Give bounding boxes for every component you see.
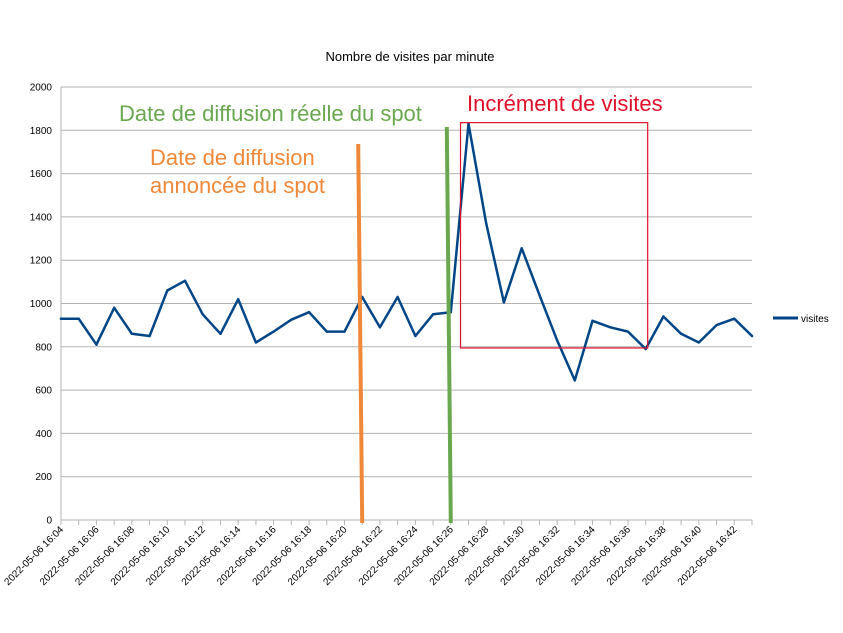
data-point-3 [112,306,116,310]
data-point-24 [485,222,488,225]
actual-broadcast-line [444,126,453,524]
y-tick-label-7: 1400 [30,212,53,223]
x-tick-label-7: 2022-05-06 16:18 [251,524,315,588]
x-tick-label-19: 2022-05-06 16:42 [676,524,740,588]
x-tick-label-12: 2022-05-06 16:28 [428,524,492,588]
data-point-25 [502,301,506,304]
data-point-21 [431,313,435,316]
data-point-15 [325,330,328,333]
x-tick-label-6: 2022-05-06 16:16 [215,524,279,588]
legend-label-visites: visites [801,314,829,325]
data-point-4 [130,332,134,336]
data-point-8 [201,313,204,316]
data-point-10 [236,297,240,301]
data-point-19 [396,295,399,299]
data-point-27 [538,293,541,297]
y-tick-label-5: 1000 [30,299,53,310]
data-point-2 [95,343,98,346]
x-tick-label-15: 2022-05-06 16:34 [534,524,598,588]
actual-broadcast-label: Date de diffusion réelle du spot [119,101,422,126]
data-point-11 [254,341,258,344]
x-tick-label-3: 2022-05-06 16:10 [109,524,173,588]
data-point-38 [733,317,736,320]
data-point-37 [715,323,718,327]
increment-box [459,122,649,349]
data-point-12 [272,330,275,333]
data-point-34 [662,315,665,318]
data-point-35 [679,332,683,336]
annotations-layer: Date de diffusion annoncée du spot Date de… [119,91,663,524]
y-tick-label-0: 0 [46,516,52,527]
data-point-29 [573,379,577,382]
data-point-31 [609,326,612,329]
announced-broadcast-label-line-1: Date de diffusion [150,145,315,170]
data-point-20 [414,334,417,338]
y-tick-label-9: 1800 [30,126,53,137]
x-tick-label-17: 2022-05-06 16:38 [605,524,669,588]
data-point-26 [520,247,523,250]
series-layer [59,122,754,382]
y-tick-label-3: 600 [35,386,52,397]
data-point-13 [290,318,293,321]
data-point-28 [555,339,559,342]
x-tick-label-18: 2022-05-06 16:40 [640,524,704,588]
x-tick-label-0: 2022-05-06 16:04 [3,524,67,588]
x-tick-label-1: 2022-05-06 16:06 [38,524,102,588]
x-tick-label-4: 2022-05-06 16:12 [144,524,208,588]
y-tick-label-2: 400 [35,429,52,440]
y-tick-label-1: 200 [35,472,52,483]
increment-label: Incrément de visites [467,91,663,116]
data-point-5 [148,334,151,338]
data-point-32 [626,330,630,333]
chart-title: Nombre de visites par minute [325,49,494,64]
y-tick-label-6: 1200 [30,256,53,267]
y-axis-ticks: 0 200 400 600 800 1000 1200 1400 1600 1800 2000 [30,83,53,527]
series-line-visites [59,122,754,382]
axes [60,87,752,521]
data-point-0 [59,317,63,320]
x-tick-label-5: 2022-05-06 16:14 [180,524,244,588]
data-point-14 [307,310,311,314]
data-point-6 [166,289,169,292]
data-point-18 [378,326,382,329]
data-point-39 [750,334,754,338]
x-tick-label-14: 2022-05-06 16:32 [499,524,563,588]
data-point-7 [183,279,187,282]
y-tick-label-4: 800 [35,342,52,353]
data-point-36 [697,341,701,344]
gridlines [61,86,752,478]
announced-broadcast-label-line-2: annoncée du spot [150,173,325,198]
y-tick-label-10: 2000 [30,83,53,94]
data-point-30 [591,319,594,323]
x-tick-label-8: 2022-05-06 16:20 [286,524,350,588]
x-tick-label-13: 2022-05-06 16:30 [463,524,527,588]
y-tick-label-8: 1600 [30,169,53,180]
x-tick-label-16: 2022-05-06 16:36 [569,524,633,588]
x-tick-label-10: 2022-05-06 16:24 [357,524,421,588]
legend: visites [773,314,829,325]
data-point-16 [343,330,346,333]
data-point-9 [219,332,222,336]
x-tick-label-11: 2022-05-06 16:26 [392,524,456,588]
announced-broadcast-line [356,143,365,524]
x-tick-label-2: 2022-05-06 16:08 [73,524,137,588]
x-tick-label-9: 2022-05-06 16:22 [321,524,385,588]
data-point-1 [77,317,80,320]
